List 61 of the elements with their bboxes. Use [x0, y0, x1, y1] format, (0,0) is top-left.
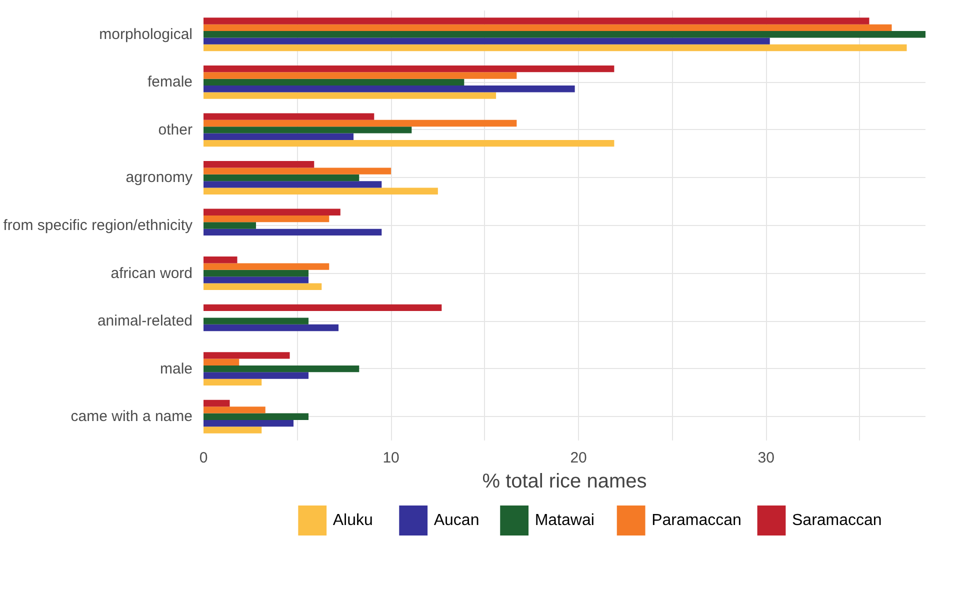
bar	[204, 215, 330, 222]
bar	[204, 65, 614, 72]
bar	[204, 406, 266, 414]
bar	[204, 92, 496, 99]
bar	[204, 78, 464, 86]
bar	[204, 270, 309, 277]
y-tick-label: from specific region/ethnicity	[3, 217, 193, 234]
bar	[204, 208, 340, 216]
bar	[204, 38, 770, 44]
bar	[204, 222, 256, 229]
bar	[204, 72, 517, 79]
x-tick-label: 0	[199, 450, 208, 466]
bar	[204, 161, 314, 168]
y-tick-label: african word	[110, 264, 192, 282]
bar	[204, 358, 240, 366]
bar	[204, 86, 575, 92]
y-tick-label: female	[147, 74, 193, 91]
bar	[204, 256, 238, 264]
bar	[204, 181, 382, 188]
bar	[204, 400, 230, 407]
bar	[204, 113, 374, 120]
bar	[204, 133, 354, 140]
bar	[204, 324, 339, 332]
legend-label: Aluku	[332, 512, 373, 529]
bar	[204, 31, 926, 38]
bar	[204, 283, 322, 290]
bar	[204, 120, 517, 127]
bar	[204, 44, 907, 52]
bar	[204, 228, 382, 236]
bar	[204, 24, 892, 32]
bar	[204, 140, 614, 147]
bar	[204, 276, 309, 284]
bar	[204, 18, 870, 24]
bar	[204, 413, 309, 420]
legend-label: Saramaccan	[792, 512, 882, 529]
bar	[204, 168, 392, 174]
bar	[204, 365, 360, 372]
legend-label: Aucan	[434, 512, 480, 529]
y-tick-label: came with a name	[70, 408, 193, 426]
x-axis-title: % total rice names	[482, 470, 647, 492]
y-tick-label: agronomy	[126, 169, 193, 186]
legend-label: Matawai	[534, 512, 594, 529]
bar	[204, 188, 438, 194]
bar	[204, 426, 262, 434]
bar	[204, 174, 360, 182]
bar	[204, 126, 412, 134]
y-tick-label: animal-related	[97, 312, 192, 330]
bar	[204, 318, 309, 324]
bar	[204, 420, 294, 427]
x-tick-label: 10	[382, 450, 400, 466]
bar	[204, 263, 330, 270]
x-tick-label: 20	[570, 450, 587, 466]
bar	[204, 372, 309, 379]
y-tick-label: other	[158, 121, 193, 138]
bar	[204, 352, 290, 359]
y-tick-label: morphological	[99, 26, 193, 43]
legend-label: Paramaccan	[652, 512, 742, 529]
bar	[204, 304, 442, 312]
y-tick-label: male	[160, 360, 193, 378]
bar	[204, 378, 262, 386]
x-tick-label: 30	[758, 450, 774, 466]
